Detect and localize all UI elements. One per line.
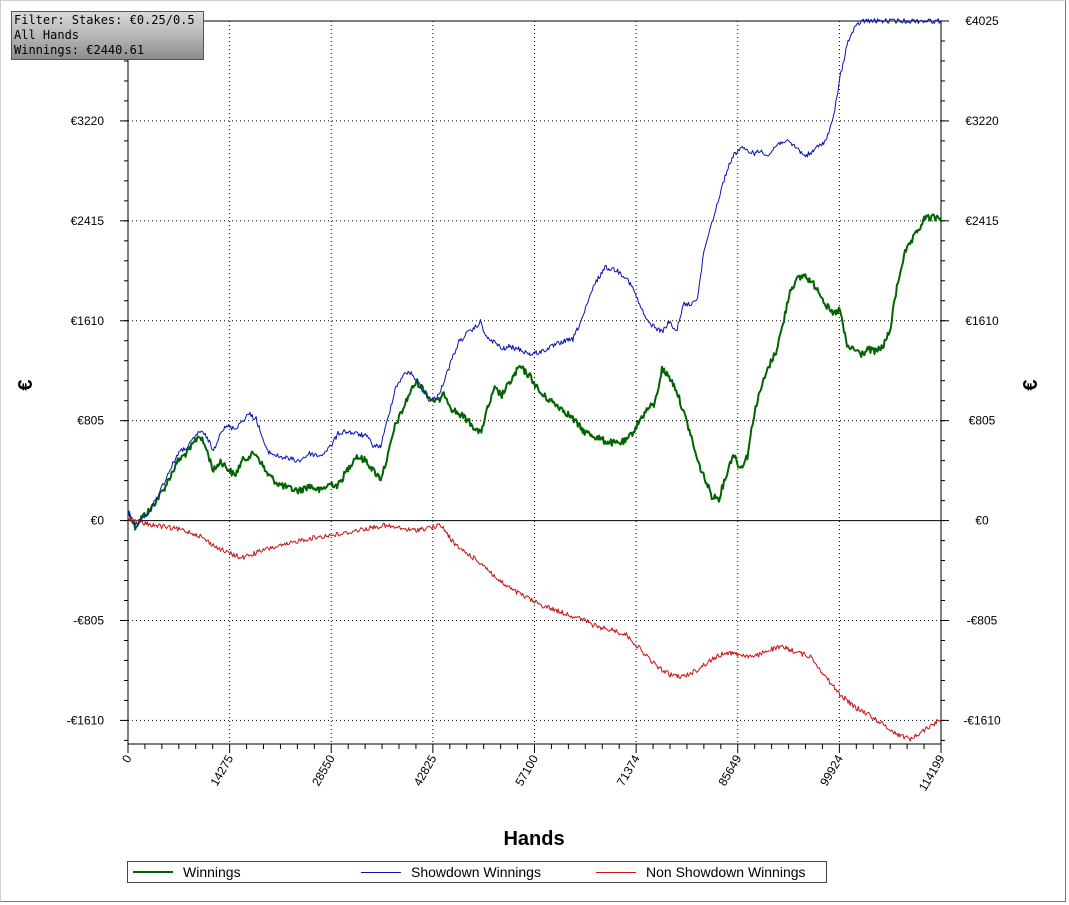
y-tick-label-right: €1610	[965, 314, 999, 328]
axes	[120, 20, 949, 753]
x-tick-label: 0	[119, 752, 135, 765]
x-tick-label: 99924	[817, 752, 846, 788]
y-tick-label-left: €805	[77, 414, 104, 428]
legend-item-winnings: Winnings	[133, 862, 241, 882]
plot-area-border	[127, 20, 942, 745]
y-tick-label-left: -€1610	[67, 713, 105, 727]
x-tick-label: 28550	[309, 752, 338, 788]
legend-label-winnings: Winnings	[183, 864, 241, 880]
filter-hands-text: All Hands	[14, 28, 80, 42]
x-tick-label: 114199	[916, 752, 948, 793]
y-tick-label-right: €2415	[965, 214, 999, 228]
winnings-line	[127, 213, 942, 531]
non-showdown-winnings-line	[127, 517, 942, 742]
series-lines	[127, 18, 942, 742]
x-tick-label: 14275	[207, 752, 236, 788]
filter-winnings-text: Winnings: €2440.61	[14, 43, 145, 57]
y-tick-label-left: €3220	[71, 114, 105, 128]
x-tick-label: 71374	[614, 752, 643, 788]
y-tick-label-left: €0	[91, 514, 105, 528]
y-tick-label-right: €3220	[965, 114, 999, 128]
y-tick-label-left: €1610	[71, 314, 105, 328]
filter-info-box: Filter: Stakes: €0.25/0.5 NL All Hands W…	[11, 11, 204, 60]
legend-item-showdown: Showdown Winnings	[361, 862, 541, 882]
x-axis-title: Hands	[503, 828, 564, 850]
filter-stakes-text: Filter: Stakes: €0.25/0.5 NL	[14, 13, 201, 27]
tick-labels: 0 14275 28550 42825 57100 71374 85649 99924 1141…	[67, 14, 1001, 793]
legend-item-nonshowdown: Non Showdown Winnings	[596, 862, 806, 882]
y-tick-label-right: -€805	[967, 614, 998, 628]
y-axis-title-left: €	[15, 379, 37, 390]
x-tick-label: 85649	[716, 752, 745, 788]
y-tick-label-left: -€805	[73, 614, 104, 628]
legend-swatch-showdown	[361, 871, 401, 873]
chart-legend: Winnings Showdown Winnings Non Showdown …	[127, 861, 827, 883]
showdown-winnings-line	[127, 18, 942, 526]
legend-label-nonshowdown: Non Showdown Winnings	[646, 864, 806, 880]
y-tick-label-right: €0	[975, 514, 989, 528]
legend-swatch-nonshowdown	[596, 871, 636, 873]
legend-label-showdown: Showdown Winnings	[411, 864, 541, 880]
y-tick-label-right: €4025	[965, 14, 999, 28]
y-axis-title-right: €	[1020, 379, 1042, 390]
x-tick-label: 57100	[512, 752, 541, 788]
y-tick-label-right: -€1610	[963, 713, 1001, 727]
y-tick-label-right: €805	[969, 414, 996, 428]
grid	[128, 21, 941, 744]
x-tick-label: 42825	[411, 752, 440, 788]
y-tick-label-left: €2415	[71, 214, 105, 228]
legend-swatch-winnings	[133, 871, 173, 873]
